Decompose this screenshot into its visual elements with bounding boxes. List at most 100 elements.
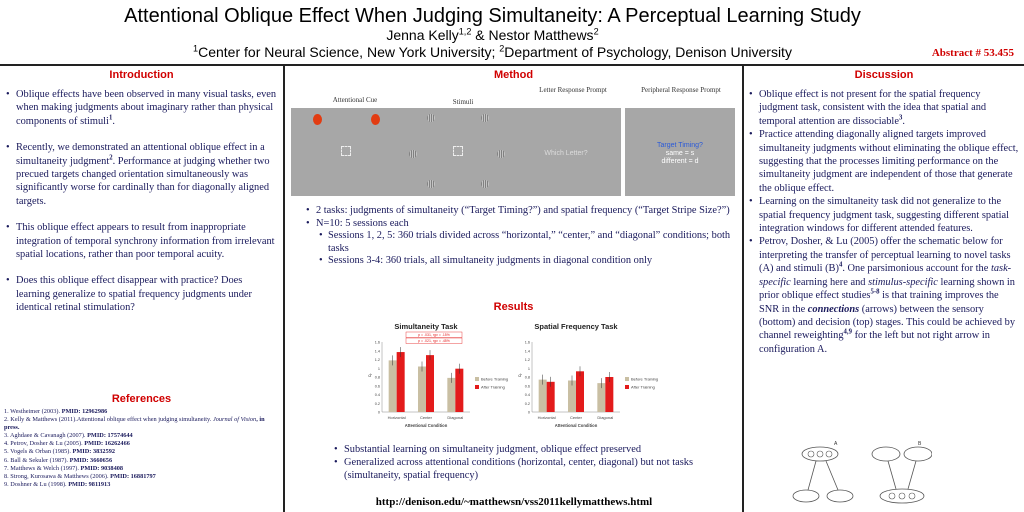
reference-pmid: PMID: 3832592: [72, 448, 116, 456]
x-tick-label: Center: [570, 415, 583, 420]
legend-label: After Training: [631, 385, 655, 390]
y-tick-label: 0.8: [375, 376, 380, 380]
intro-text: This oblique effect appears to result fr…: [16, 222, 275, 261]
connection-arrow: [825, 460, 839, 491]
x-tick-label: Horizontal: [538, 415, 556, 420]
citation-marker: 5-8: [870, 288, 880, 296]
intro-text: Does this oblique effect disappear with …: [16, 275, 253, 314]
reference-item: 8. Strong, Kurosawa & Matthews (2006). P…: [4, 473, 280, 481]
y-tick-label: 1.4: [375, 349, 380, 353]
sensory-node: [888, 492, 896, 500]
timing-prompt-title: Target Timing?: [657, 142, 703, 149]
y-tick-label: 0: [378, 411, 380, 415]
reference-item: 1. Westheimer (2003). PMID: 12962986: [4, 408, 280, 416]
legend-swatch: [625, 385, 629, 389]
y-tick-label: 0.2: [375, 402, 380, 406]
reference-pmid: , in press.: [4, 416, 265, 432]
intro-text-end: .: [112, 115, 115, 127]
author-1: Jenna Kelly: [386, 27, 459, 43]
label-stimuli: Stimuli: [452, 98, 474, 106]
label-peripheral-prompt: Peripheral Response Prompt: [641, 86, 721, 94]
y-tick-label: 0.2: [525, 402, 530, 406]
legend-swatch: [625, 377, 629, 381]
schematic-label-a: A: [834, 441, 838, 447]
x-tick-label: Diagonal: [447, 415, 463, 420]
references-list: 1. Westheimer (2003). PMID: 12962986 2. K…: [4, 408, 280, 489]
results-heading: Results: [493, 301, 534, 313]
method-bullet: N=10: 5 sessions each: [306, 218, 736, 231]
label-attentional-cue: Attentional Cue: [332, 96, 378, 104]
gabor-top-left: [427, 114, 435, 122]
decision-node: [825, 450, 833, 458]
gabor-left: [409, 150, 417, 158]
cue-dot-right: [371, 114, 380, 125]
header-divider: [0, 64, 1024, 66]
bar: [605, 377, 614, 412]
author-2: & Nestor Matthews: [471, 27, 594, 43]
fixation-mark: [453, 146, 463, 156]
bar: [568, 380, 576, 412]
y-tick-label: 1.4: [525, 349, 530, 353]
connection-arrow: [907, 460, 917, 490]
references-heading: References: [111, 393, 172, 405]
reference-pmid: PMID: 17574644: [87, 432, 133, 440]
decision-unit: [801, 446, 839, 462]
results-bullet: Substantial learning on simultaneity jud…: [334, 443, 734, 456]
introduction-heading: Introduction: [109, 69, 174, 81]
citation-marker: 3: [898, 114, 903, 122]
legend-swatch: [475, 377, 479, 381]
reference-pmid: PMID: 3660656: [69, 456, 113, 464]
reference-item: 3. Aghdaee & Cavanagh (2007). PMID: 1757…: [4, 432, 280, 440]
y-tick-label: 0.4: [375, 393, 380, 397]
intro-text: Recently, we demonstrated an attentional…: [16, 142, 265, 167]
annotation-box: [405, 331, 463, 338]
reference-text: 7. Matthews & Welch (1997).: [4, 464, 81, 472]
discussion-text: . One parsimonious account for the: [842, 263, 991, 275]
reference-item: 4. Petrov, Dosher & Lu (2005). PMID: 162…: [4, 440, 280, 448]
y-tick-label: 0.6: [525, 384, 530, 388]
y-tick-label: 1.2: [525, 358, 530, 362]
discussion-text: learning shown in prior oblique effect s…: [759, 276, 1015, 302]
reference-text: 6. Ball & Sekuler (1987).: [4, 456, 70, 464]
chart-title: Spatial Frequency Task: [534, 322, 618, 331]
authors: Jenna Kelly1,2 & Nestor Matthews2: [0, 27, 985, 43]
intro-text-end: . Performance at judging whether two pre…: [16, 155, 270, 207]
affil-2-marker: 2: [499, 43, 505, 54]
discussion-text: is that training improves the SNR in the: [759, 290, 999, 315]
annotation-box: [405, 337, 463, 344]
emphasis: stimulus-specific: [868, 276, 938, 288]
author-2-affil: 2: [593, 26, 599, 37]
intro-bullet: Does this oblique effect disappear with …: [5, 274, 277, 314]
method-sub-bullet: Sessions 3-4: 360 trials, all simultanei…: [306, 255, 736, 268]
decision-node: [807, 450, 815, 458]
intro-bullet: Oblique effects have been observed in ma…: [5, 88, 277, 128]
discussion-text: (arrows) between the sensory (bottom) an…: [759, 303, 1016, 342]
timing-prompt-different: different = d: [661, 158, 699, 165]
decision-unit: [903, 446, 932, 462]
x-axis-label: Attentional Condition: [555, 423, 598, 428]
cue-dot-left: [313, 114, 322, 125]
discussion-bullet: Learning on the simultaneity task did no…: [748, 195, 1020, 235]
discussion-text: Petrov, Dosher, & Lu (2005) offer the sc…: [759, 236, 1011, 275]
bar: [546, 381, 555, 412]
discussion-list: Oblique effect is not present for the sp…: [748, 88, 1020, 356]
fixation-mark: [341, 146, 351, 156]
reference-pmid: PMID: 12962986: [61, 408, 108, 415]
legend-label: Before Training: [631, 377, 658, 382]
y-tick-label: 0: [528, 411, 530, 415]
significance-annotation: p = .021, ηp² = .45%: [418, 339, 450, 343]
chart-title: Simultaneity Task: [394, 322, 458, 331]
attentional-cue-panel: [291, 108, 401, 196]
emphasis: task-specific: [759, 263, 1012, 288]
method-heading: Method: [493, 69, 534, 81]
citation-marker: 4: [838, 261, 843, 269]
affil-2: Department of Psychology, Denison Univer…: [504, 44, 792, 60]
stimuli-panel: [401, 108, 511, 196]
bar: [447, 377, 456, 412]
connection-arrow: [807, 460, 817, 491]
poster-url: http://denison.edu/~matthewsn/vss2011kel…: [375, 496, 653, 508]
citation-marker: 1: [108, 114, 113, 122]
reference-text: 9. Doshner & Lu (1998).: [4, 480, 69, 488]
discussion-text: Practice attending diagonally aligned ta…: [759, 129, 1019, 194]
y-tick-label: 1.6: [375, 341, 380, 345]
